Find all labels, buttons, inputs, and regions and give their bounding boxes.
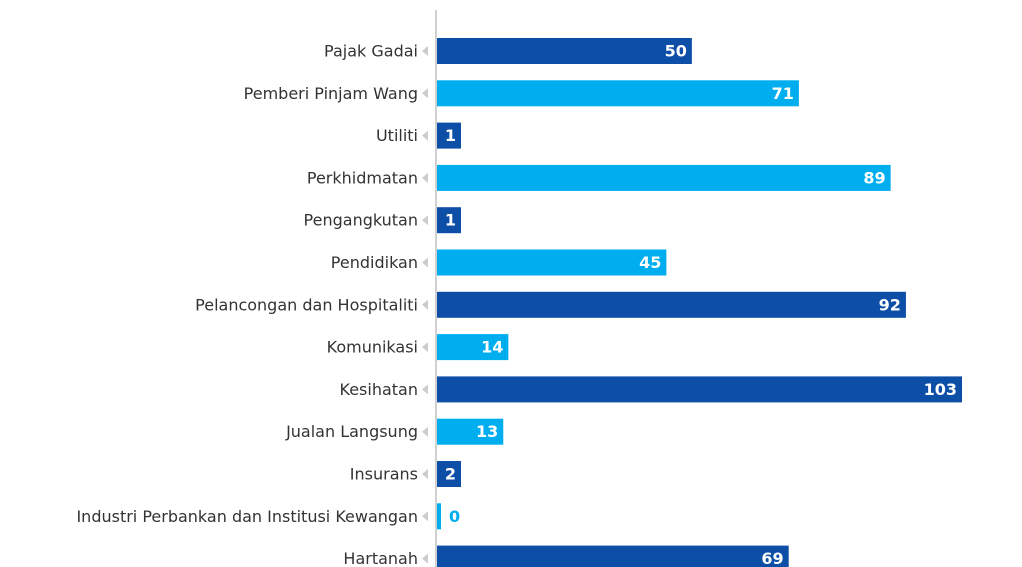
value-label: 13 <box>476 422 498 441</box>
category-label: Pajak Gadai <box>324 42 418 61</box>
bar <box>437 545 789 567</box>
bar <box>437 503 441 530</box>
value-label: 0 <box>449 507 460 526</box>
category-label: Perkhidmatan <box>307 168 418 187</box>
value-label: 69 <box>761 549 783 567</box>
category-label: Insurans <box>350 465 418 484</box>
bar <box>437 461 461 487</box>
value-label: 14 <box>481 338 503 357</box>
category-label: Hartanah <box>343 549 418 567</box>
category-label: Pelancongan dan Hospitaliti <box>195 295 418 314</box>
bar <box>437 38 692 64</box>
label-arrow <box>422 215 428 226</box>
value-label: 2 <box>445 465 456 484</box>
value-label: 71 <box>772 84 794 103</box>
value-label: 1 <box>445 126 456 145</box>
bar <box>437 418 504 445</box>
value-label: 1 <box>445 211 456 230</box>
label-arrow <box>422 172 428 183</box>
category-label: Industri Perbankan dan Institusi Kewanga… <box>76 507 418 526</box>
value-label: 89 <box>863 168 885 187</box>
bar <box>437 249 667 276</box>
label-arrow <box>422 46 428 56</box>
category-label: Pendidikan <box>331 253 418 272</box>
category-label: Kesihatan <box>340 380 418 399</box>
bar <box>437 122 461 149</box>
bar <box>437 291 906 318</box>
label-arrow <box>422 469 428 479</box>
label-arrow <box>422 511 428 522</box>
bar <box>437 207 461 234</box>
value-label: 92 <box>879 295 901 314</box>
category-label: Komunikasi <box>327 338 418 357</box>
category-label: Jualan Langsung <box>285 422 418 441</box>
bar <box>437 80 799 107</box>
label-arrow <box>422 257 428 268</box>
category-label: Pemberi Pinjam Wang <box>244 84 418 103</box>
category-label: Pengangkutan <box>304 211 418 230</box>
value-label: 103 <box>924 380 957 399</box>
bar <box>437 164 891 191</box>
label-arrow <box>422 384 428 395</box>
label-arrow <box>422 426 428 437</box>
value-label: 45 <box>639 253 661 272</box>
bar <box>437 376 962 403</box>
value-label: 50 <box>665 42 687 61</box>
label-arrow <box>422 553 428 564</box>
category-label: Utiliti <box>376 126 418 145</box>
label-arrow <box>422 342 428 353</box>
bar <box>437 334 509 361</box>
label-arrow <box>422 88 428 99</box>
label-arrow <box>422 299 428 310</box>
label-arrow <box>422 130 428 141</box>
